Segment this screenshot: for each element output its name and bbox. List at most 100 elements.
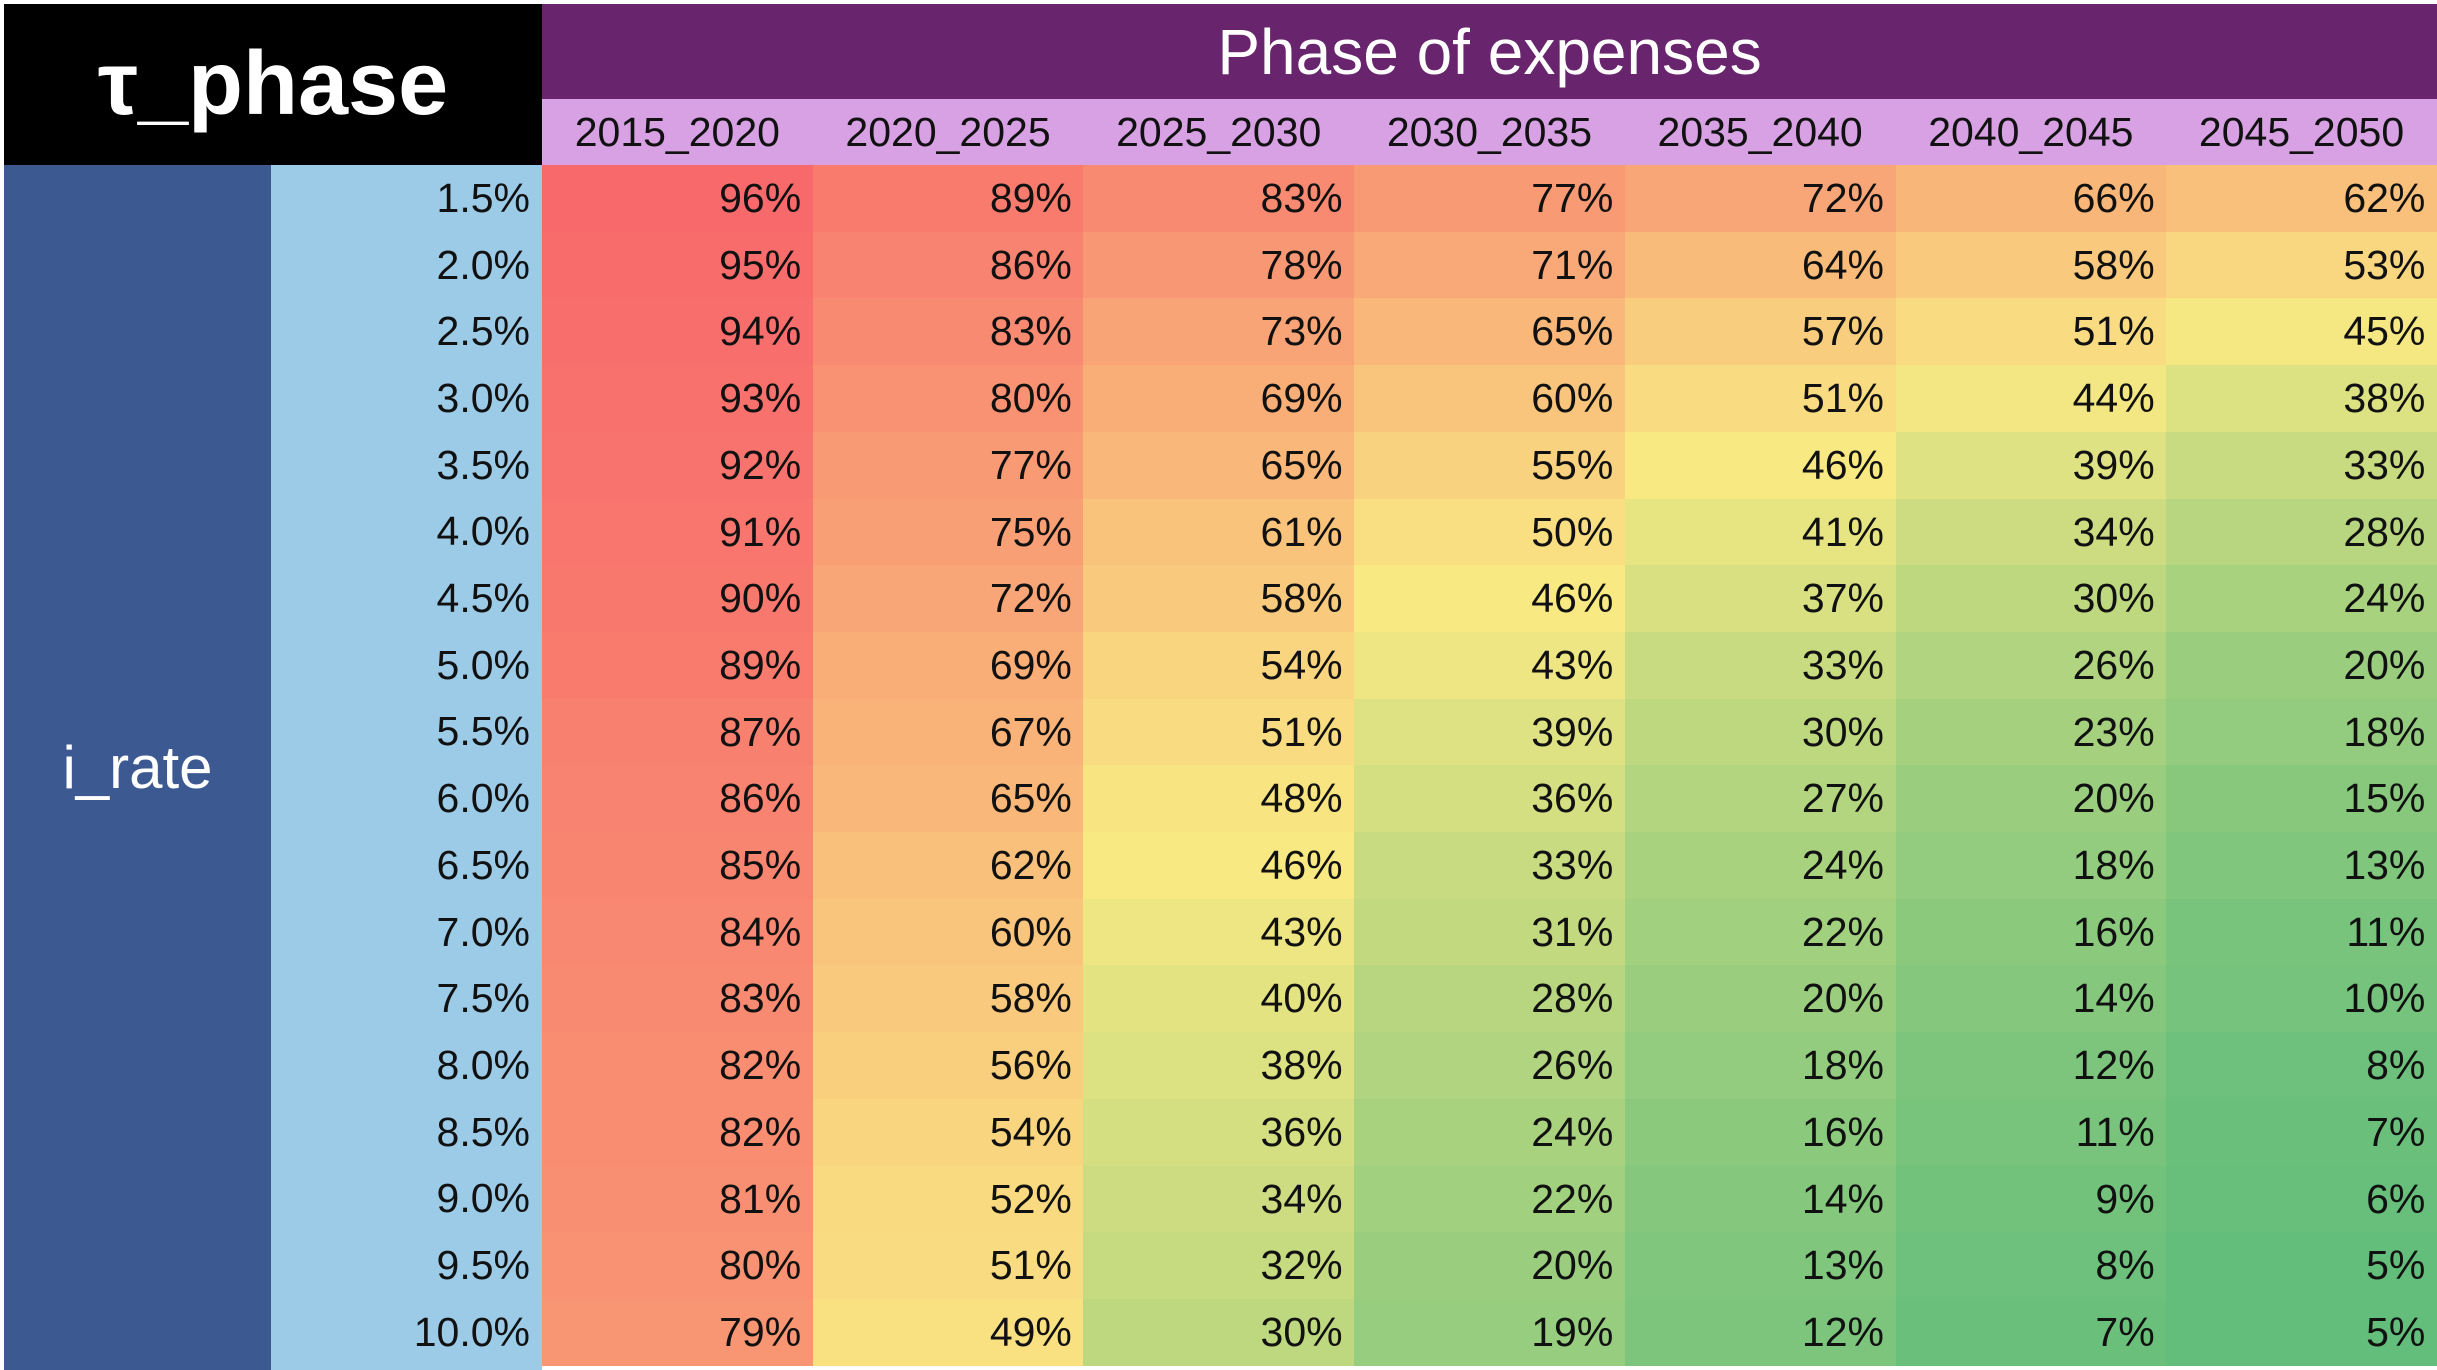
heatmap-cell: 24% [1624,832,1896,900]
column-axis-title: Phase of expenses [1217,15,1762,88]
heatmap-cell: 89% [542,631,814,700]
row-label: 7.0% [436,908,530,955]
heatmap-cell: 18% [1895,832,2167,900]
heatmap-cell: 51% [812,1232,1084,1300]
heatmap-cell: 89% [812,165,1084,233]
row-label: 2.5% [436,308,530,355]
heatmap-cell: 28% [2166,498,2437,566]
heatmap-cell: 12% [1624,1298,1896,1367]
heatmap-cell: 43% [1354,631,1626,700]
heatmap-cell: 46% [1354,565,1626,633]
heatmap-cell: 24% [1354,1098,1626,1166]
heatmap-cell: 5% [2166,1232,2437,1300]
heatmap-cell: 9% [1895,1165,2167,1233]
column-header: 2035_2040 [1657,108,1863,155]
heatmap-cell: 51% [1895,298,2167,366]
heatmap-cell: 38% [1083,1032,1355,1100]
heatmap-cell: 10% [2166,965,2437,1033]
heatmap-cell: 65% [1354,298,1626,366]
heatmap-cell: 12% [1895,1032,2167,1100]
heatmap-cell: 26% [1895,631,2167,700]
heatmap-cell: 90% [542,565,814,633]
row-label: 1.5% [436,174,530,221]
heatmap-cell: 64% [1624,231,1896,299]
heatmap-cell: 33% [2166,431,2437,499]
heatmap-cell: 77% [1354,165,1626,233]
heatmap-cell: 60% [812,898,1084,966]
heatmap-cell: 8% [2166,1032,2437,1100]
heatmap-cell: 32% [1083,1232,1355,1300]
heatmap-cell: 39% [1354,698,1626,766]
heatmap-cell: 28% [1354,965,1626,1033]
heatmap-cell: 30% [1083,1298,1355,1367]
heatmap-cell: 20% [2166,631,2437,700]
heatmap-cell: 54% [812,1098,1084,1166]
heatmap-cell: 36% [1083,1098,1355,1166]
heatmap-cell: 22% [1354,1165,1626,1233]
heatmap-cell: 37% [1624,565,1896,633]
heatmap-cell: 80% [542,1232,814,1300]
row-label: 7.5% [436,975,530,1022]
heatmap-cell: 93% [542,365,814,433]
heatmap-cell: 85% [542,832,814,900]
heatmap-cell: 41% [1624,498,1896,566]
heatmap-cell: 8% [1895,1232,2167,1300]
row-label: 9.5% [436,1242,530,1289]
heatmap-cell: 44% [1895,365,2167,433]
row-label-band [271,165,542,1370]
heatmap-cell: 5% [2166,1298,2437,1367]
heatmap-cell: 18% [2166,698,2437,766]
heatmap-cell: 18% [1624,1032,1896,1100]
heatmap-cell: 62% [812,832,1084,900]
heatmap-cell: 62% [2166,165,2437,233]
heatmap-cell: 83% [812,298,1084,366]
row-label: 5.0% [436,641,530,688]
row-label: 4.0% [436,508,530,555]
heatmap-cell: 65% [812,765,1084,833]
heatmap-cell: 30% [1895,565,2167,633]
column-header: 2015_2020 [574,108,780,155]
column-header: 2025_2030 [1116,108,1322,155]
title-band [542,4,2437,99]
heatmap-cell: 91% [542,498,814,566]
heatmap-cell: 11% [1895,1098,2167,1166]
heatmap-cell: 72% [1624,165,1896,233]
row-label: 3.5% [436,441,530,488]
heatmap-cell: 46% [1083,832,1355,900]
heatmap-cell: 43% [1083,898,1355,966]
heatmap-cell: 96% [542,165,814,233]
row-label: 10.0% [413,1308,530,1355]
row-label: 2.0% [436,241,530,288]
row-label: 6.0% [436,775,530,822]
heatmap-cell: 57% [1624,298,1896,366]
row-label: 4.5% [436,575,530,622]
heatmap-cell: 45% [2166,298,2437,366]
heatmap-cell: 86% [812,231,1084,299]
heatmap-cell: 81% [542,1165,814,1233]
heatmap-cell: 20% [1624,965,1896,1033]
table-title: τ_phase [4,4,542,165]
heatmap-cell: 23% [1895,698,2167,766]
heatmap-cell: 94% [542,298,814,366]
heatmap-cell: 83% [1083,165,1355,233]
heatmap-cell: 15% [2166,765,2437,833]
heatmap-cell: 20% [1895,765,2167,833]
heatmap-cell: 39% [1895,431,2167,499]
heatmap-cell: 11% [2166,898,2437,966]
heatmap-cell: 26% [1354,1032,1626,1100]
column-header: 2045_2050 [2198,108,2405,155]
column-header: 2020_2025 [845,108,1051,155]
heatmap-cell: 14% [1624,1165,1896,1233]
heatmap-cell: 72% [812,565,1084,633]
heatmap-cell: 27% [1624,765,1896,833]
heatmap-cell: 65% [1083,431,1355,499]
heatmap-cell: 36% [1354,765,1626,833]
heatmap-cell: 16% [1624,1098,1896,1166]
heatmap-cell: 24% [2166,565,2437,633]
heatmap-cell: 54% [1083,631,1355,700]
heatmap-cell: 80% [812,365,1084,433]
heatmap-cell: 69% [812,631,1084,700]
row-axis-band [4,165,271,1370]
heatmap-cell: 33% [1624,631,1896,700]
